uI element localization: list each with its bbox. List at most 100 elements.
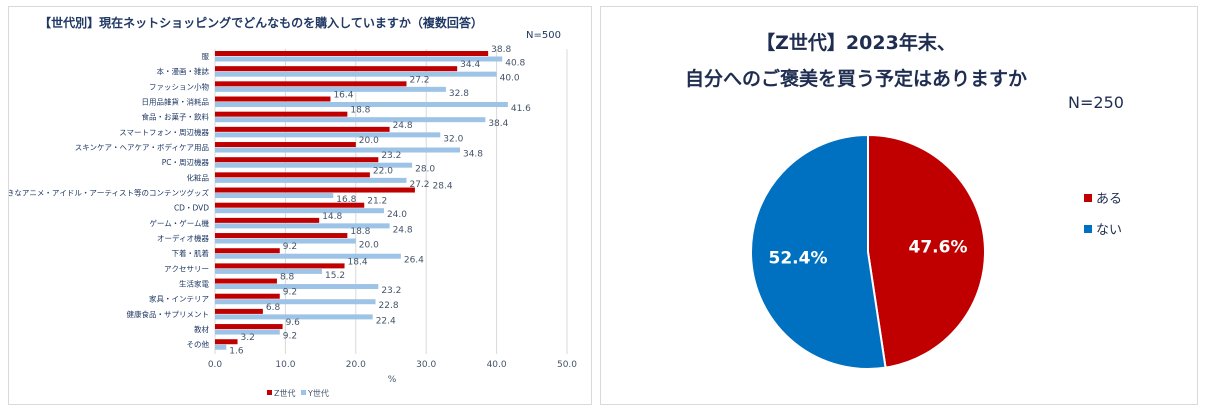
data-label: 21.2: [367, 197, 387, 207]
category-label: アクセサリー: [164, 264, 209, 273]
category-label: CD・DVD: [174, 204, 209, 213]
data-label: 14.8: [322, 212, 342, 222]
category-label: 日用品雑貨・消耗品: [142, 97, 210, 107]
bar-y: [215, 238, 356, 244]
data-label: 38.4: [488, 119, 508, 129]
bar-y: [215, 71, 497, 77]
bar-y: [215, 56, 503, 62]
data-label: 9.6: [286, 318, 301, 328]
legend-label: Y世代: [307, 388, 329, 398]
data-label: 9.2: [283, 288, 297, 298]
data-label: 23.2: [381, 286, 401, 296]
category-label: 教材: [194, 324, 209, 334]
data-label: 27.2: [409, 180, 429, 190]
bar-z: [215, 187, 415, 193]
data-label: 24.8: [393, 225, 413, 235]
bar-y: [215, 253, 401, 259]
data-label: 20.0: [359, 241, 379, 251]
legend-swatch: [1084, 225, 1092, 233]
data-label: 3.2: [241, 333, 255, 343]
legend-label: ある: [1096, 192, 1122, 207]
legend-label: Z世代: [274, 388, 295, 398]
bar-z: [215, 126, 390, 132]
bar-z: [215, 248, 280, 254]
bar-y: [215, 299, 376, 305]
pie-chart-panel: 【Z世代】2023年末、自分へのご褒美を買う予定はありますか N=250 47.6%…: [600, 6, 1198, 405]
chart-title-line: 【Z世代】2023年末、: [756, 31, 956, 54]
x-tick-label: 20.0: [346, 360, 366, 370]
bar-y: [215, 102, 508, 108]
data-label: 16.4: [333, 91, 353, 101]
chart-title: 【世代別】現在ネットショッピングでどんなものを購入していますか（複数回答）: [39, 15, 483, 30]
pie-slice: [750, 133, 887, 370]
bar-z: [215, 278, 277, 284]
category-label: スマートフォン・周辺機器: [119, 127, 209, 137]
data-label: 40.0: [500, 74, 520, 84]
data-label: 18.8: [350, 227, 370, 237]
bar-z: [215, 233, 348, 239]
bar-z: [215, 202, 365, 208]
slice-label: 52.4%: [769, 248, 828, 268]
x-tick-label: 40.0: [487, 360, 507, 370]
bar-y: [215, 162, 413, 168]
bar-z: [215, 157, 379, 163]
x-tick-label: 10.0: [275, 360, 295, 370]
pie-slice: [867, 133, 986, 369]
bar-z: [215, 51, 489, 56]
bar-y: [215, 147, 460, 153]
slice-label: 47.6%: [909, 238, 968, 258]
x-tick-label: 50.0: [557, 360, 577, 370]
x-tick-label: 0.0: [208, 360, 223, 370]
data-label: 38.8: [491, 45, 511, 55]
bar-z: [215, 81, 407, 87]
bar-y: [215, 284, 379, 290]
data-label: 9.2: [283, 242, 297, 252]
sample-size: N=250: [1068, 93, 1124, 112]
chart-title-line: 自分へのご褒美を買う予定はありますか: [685, 67, 1027, 90]
bar-y: [215, 329, 280, 335]
pie-chart: 【Z世代】2023年末、自分へのご褒美を買う予定はありますか N=250 47.6%…: [685, 31, 1124, 370]
bar-z: [215, 217, 320, 223]
data-label: 20.0: [359, 136, 379, 146]
data-label: 32.0: [443, 134, 463, 144]
data-label: 27.2: [409, 75, 429, 85]
category-label: 好きなアニメ・アイドル・アーティスト等のコンテンツグッズ: [9, 188, 209, 198]
bar-y: [215, 86, 446, 92]
bar-y: [215, 268, 323, 274]
bar-z: [215, 324, 283, 330]
category-label: ファッション小物: [149, 81, 209, 91]
category-label: 生活家電: [179, 279, 209, 289]
data-label: 23.2: [381, 151, 401, 161]
bar-z: [215, 263, 345, 269]
bar-y: [215, 132, 441, 138]
bar-z: [215, 308, 263, 314]
category-label: 健康食品・サプリメント: [127, 309, 210, 319]
data-label: 32.8: [449, 89, 469, 99]
data-label: 22.4: [376, 316, 396, 326]
category-label: ゲーム・ゲーム機: [149, 218, 209, 228]
data-label: 34.4: [460, 60, 480, 70]
bar-z: [215, 66, 458, 72]
bar-z: [215, 293, 280, 299]
sample-size: N=500: [526, 30, 561, 41]
bar-y: [215, 193, 334, 199]
data-label: 6.8: [266, 303, 281, 313]
data-label: 28.0: [415, 165, 435, 175]
bar-z: [215, 111, 348, 117]
legend-swatch: [1084, 194, 1092, 202]
bar-chart-panel: 【世代別】現在ネットショッピングでどんなものを購入していますか（複数回答） N=5…: [8, 6, 592, 405]
category-label: 下着・肌着: [172, 248, 210, 258]
bar-z: [215, 172, 370, 178]
legend-swatch: [267, 390, 272, 395]
bar-z: [215, 96, 331, 102]
data-label: 40.8: [505, 59, 525, 69]
legend-label: ない: [1096, 223, 1122, 238]
data-label: 9.2: [283, 332, 297, 342]
bar-y: [215, 117, 486, 123]
data-label: 8.8: [280, 273, 295, 283]
category-label: その他: [187, 339, 210, 349]
bar-chart: 【世代別】現在ネットショッピングでどんなものを購入していますか（複数回答） N=5…: [9, 15, 577, 398]
data-label: 22.0: [373, 166, 393, 176]
legend-swatch: [301, 390, 306, 395]
bar-y: [215, 223, 390, 229]
